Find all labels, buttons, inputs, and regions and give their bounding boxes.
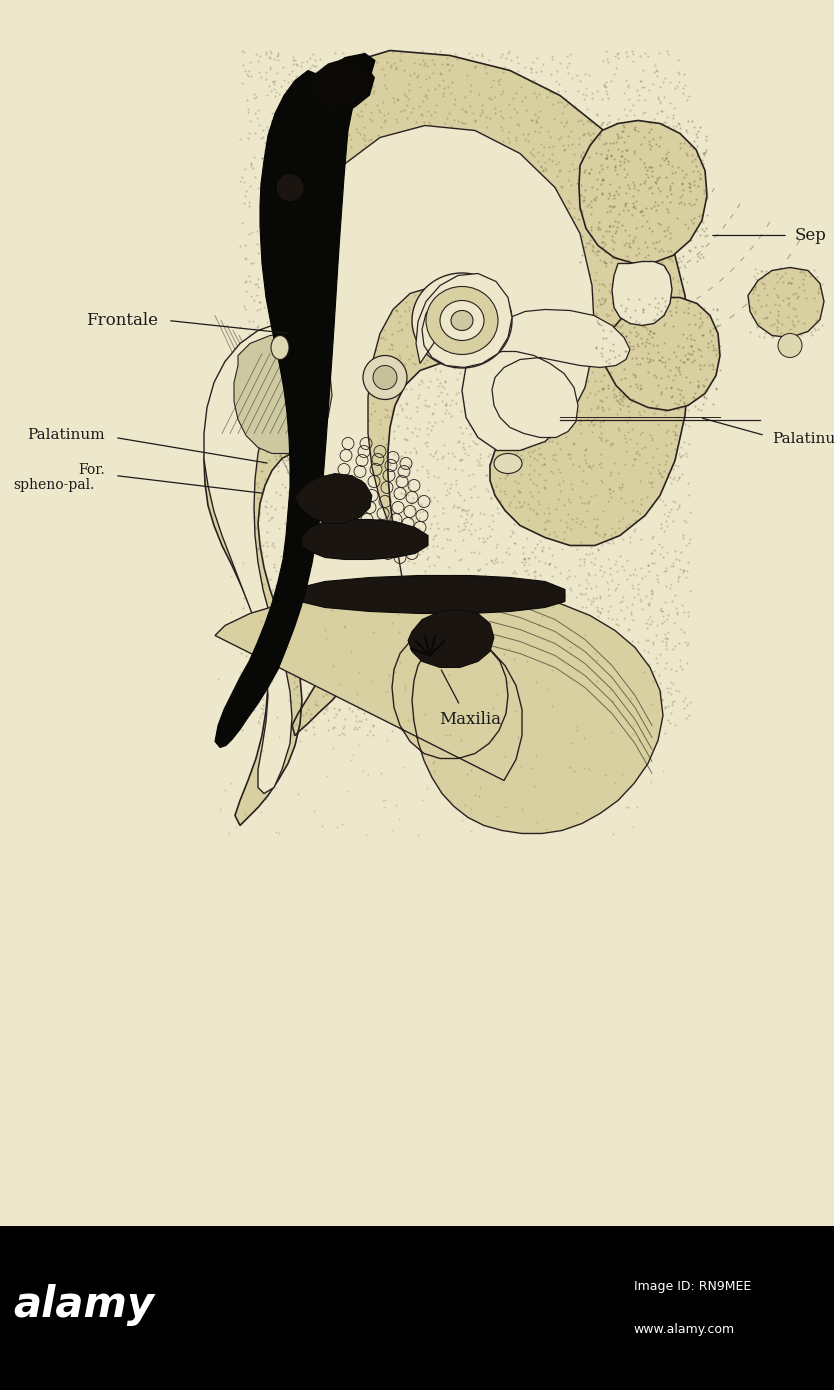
Text: Palatinum: Palatinum: [28, 428, 105, 442]
Text: Sep: Sep: [795, 227, 826, 245]
Polygon shape: [295, 474, 372, 524]
Polygon shape: [215, 53, 375, 748]
Polygon shape: [204, 125, 595, 794]
Text: For.: For.: [78, 463, 105, 478]
Polygon shape: [234, 334, 332, 453]
Polygon shape: [416, 274, 512, 367]
Circle shape: [276, 174, 304, 202]
Polygon shape: [596, 297, 720, 410]
Polygon shape: [215, 592, 663, 834]
Polygon shape: [308, 57, 375, 114]
Polygon shape: [748, 267, 824, 338]
Ellipse shape: [440, 300, 484, 341]
Text: Image ID: RN9MEE: Image ID: RN9MEE: [634, 1280, 751, 1293]
Polygon shape: [612, 261, 672, 325]
Circle shape: [363, 356, 407, 399]
Circle shape: [778, 334, 802, 357]
Circle shape: [373, 366, 397, 389]
Text: spheno-pal.: spheno-pal.: [13, 478, 95, 492]
Polygon shape: [579, 121, 707, 264]
Polygon shape: [302, 520, 428, 560]
Ellipse shape: [494, 453, 522, 474]
Text: alamy: alamy: [13, 1284, 154, 1326]
Ellipse shape: [412, 272, 512, 368]
Ellipse shape: [451, 310, 473, 331]
Polygon shape: [204, 50, 690, 826]
Polygon shape: [290, 575, 565, 613]
Ellipse shape: [426, 286, 498, 354]
Text: Frontale: Frontale: [86, 311, 158, 329]
Text: www.alamy.com: www.alamy.com: [634, 1323, 735, 1336]
Ellipse shape: [271, 335, 289, 360]
Polygon shape: [488, 310, 630, 438]
Polygon shape: [408, 609, 494, 667]
Text: Maxilia: Maxilia: [439, 712, 501, 728]
Text: Palatinum: Palatinum: [772, 432, 834, 446]
